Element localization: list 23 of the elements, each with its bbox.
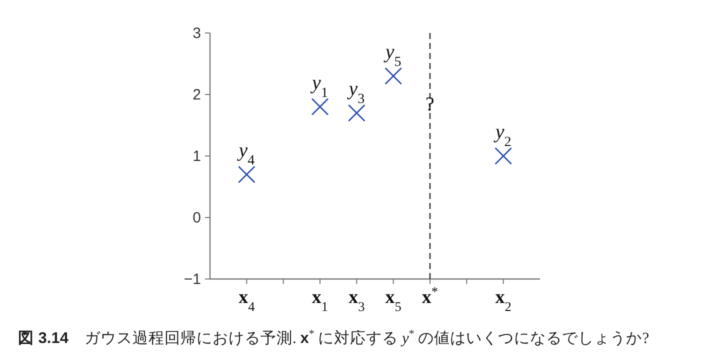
point (348, 104, 366, 122)
x-tick-label: x$_{3}$ (348, 287, 366, 314)
x-tick-label: x$_{5}$ (385, 287, 402, 314)
annotation: y$_{5}$ (383, 41, 402, 70)
text: 図 3.14 ガウス過程回帰における予測. x$^{*}$ に対応する y$^{*}$ の値はいくつになるでしょうか? (18, 328, 650, 347)
point (494, 147, 512, 165)
annotation: y$_{2}$ (493, 121, 512, 150)
annotation: y$_{3}$ (346, 78, 365, 106)
x-tick-label: x$_{1}$ (312, 287, 328, 314)
annotation: y$_{4}$ (236, 139, 255, 168)
annotation: y$_{1}$ (310, 72, 328, 100)
y-tick-label: −1 (184, 271, 201, 288)
y-tick-label: 3 (192, 25, 201, 42)
point (384, 67, 402, 85)
x-tick-label: x$^{*}$ (422, 284, 438, 308)
y-tick-label: 2 (192, 86, 201, 104)
y-tick-label: 1 (192, 148, 201, 165)
x-tick-label: x$_{4}$ (238, 287, 256, 314)
y-tick-label: 0 (192, 210, 201, 226)
point (238, 166, 256, 184)
x-tick-label: x$_{2}$ (495, 287, 512, 314)
point (311, 98, 329, 116)
annotation: ? (426, 93, 435, 116)
